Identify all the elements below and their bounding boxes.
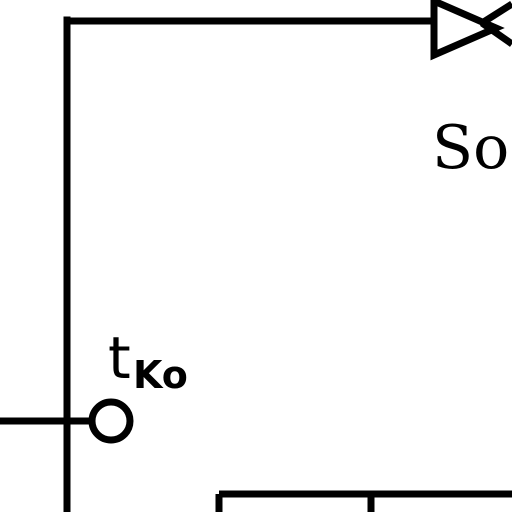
triangle-output-line-upper (480, 1, 512, 26)
open-circle-terminal (88, 398, 134, 444)
partial-right-label: So (432, 113, 509, 183)
terminal-label-main: t (108, 324, 131, 392)
triangle-right-symbol (430, 0, 505, 61)
terminal-label-subscript: Ko (133, 353, 188, 397)
triangle-output-line-lower (479, 20, 512, 47)
